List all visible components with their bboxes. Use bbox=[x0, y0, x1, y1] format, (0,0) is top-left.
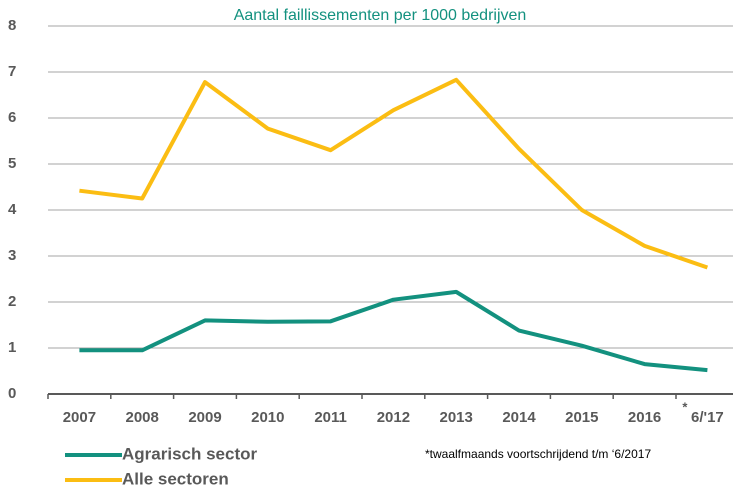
y-tick-label: 0 bbox=[8, 385, 16, 402]
x-tick-label: 6/'17 bbox=[691, 409, 724, 426]
x-tick-label: 2008 bbox=[126, 409, 159, 426]
x-tick-label: 2013 bbox=[440, 409, 473, 426]
x-tick-label: 2010 bbox=[251, 409, 284, 426]
x-tick-label: 2007 bbox=[63, 409, 96, 426]
y-tick-label: 3 bbox=[8, 247, 16, 264]
legend-label: Alle sectoren bbox=[122, 469, 229, 488]
category-marker: * bbox=[682, 399, 688, 414]
x-tick-label: 2015 bbox=[565, 409, 598, 426]
y-tick-label: 5 bbox=[8, 155, 16, 172]
series-line bbox=[79, 289, 708, 373]
chart-title: Aantal faillissementen per 1000 bedrijve… bbox=[234, 7, 527, 24]
y-tick-label: 8 bbox=[8, 17, 16, 34]
x-tick-label: 2012 bbox=[377, 409, 410, 426]
footnote: *twaalfmaands voortschrijdend t/m ‘6/201… bbox=[425, 447, 651, 461]
y-tick-label: 1 bbox=[8, 339, 16, 356]
y-tick-label: 7 bbox=[8, 63, 16, 80]
y-tick-label: 2 bbox=[8, 293, 16, 310]
series-line bbox=[79, 77, 709, 270]
legend-label: Agrarisch sector bbox=[122, 444, 257, 463]
x-tick-label: 2011 bbox=[314, 409, 347, 426]
x-tick-label: 2014 bbox=[502, 409, 536, 426]
y-tick-label: 4 bbox=[8, 201, 17, 218]
y-tick-label: 6 bbox=[8, 109, 16, 126]
x-tick-label: 2016 bbox=[628, 409, 661, 426]
x-tick-label: 2009 bbox=[188, 409, 221, 426]
